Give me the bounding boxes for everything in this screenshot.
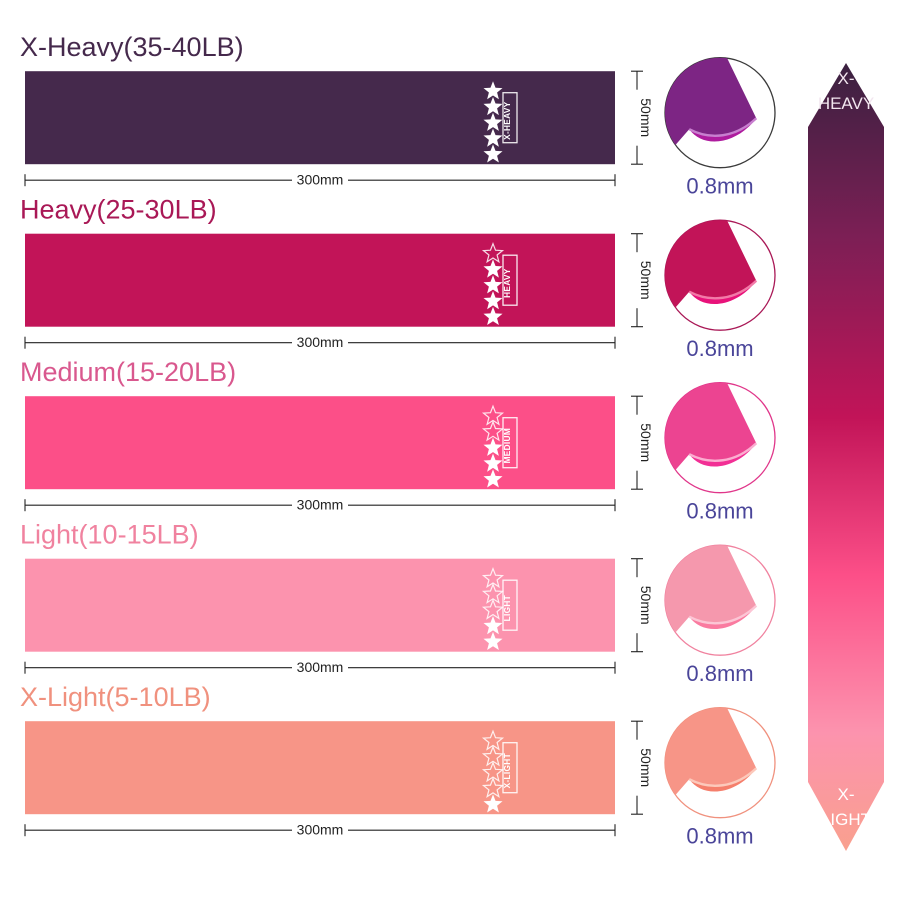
svg-text:50mm: 50mm	[638, 423, 654, 462]
svg-text:HEAVY: HEAVY	[818, 94, 874, 113]
svg-text:X-: X-	[838, 785, 855, 804]
svg-text:Medium(15-20LB): Medium(15-20LB)	[20, 357, 236, 387]
svg-text:LIGHT: LIGHT	[502, 595, 512, 621]
svg-text:50mm: 50mm	[638, 98, 654, 137]
svg-text:0.8mm: 0.8mm	[686, 174, 753, 199]
svg-text:Light(10-15LB): Light(10-15LB)	[20, 520, 199, 550]
svg-text:X-Light(5-10LB): X-Light(5-10LB)	[20, 682, 211, 712]
svg-text:X-LIGHT: X-LIGHT	[502, 753, 512, 788]
svg-text:X-Heavy(35-40LB): X-Heavy(35-40LB)	[20, 32, 244, 62]
svg-text:300mm: 300mm	[297, 497, 344, 513]
svg-text:HEAVY: HEAVY	[502, 268, 512, 298]
svg-text:300mm: 300mm	[297, 172, 344, 188]
svg-text:X-: X-	[838, 69, 855, 88]
svg-text:0.8mm: 0.8mm	[686, 499, 753, 524]
svg-text:Heavy(25-30LB): Heavy(25-30LB)	[20, 195, 217, 225]
svg-text:0.8mm: 0.8mm	[686, 661, 753, 686]
svg-text:50mm: 50mm	[638, 586, 654, 625]
svg-text:50mm: 50mm	[638, 261, 654, 300]
svg-text:50mm: 50mm	[638, 748, 654, 787]
svg-text:LIGHT: LIGHT	[821, 810, 871, 829]
svg-text:0.8mm: 0.8mm	[686, 336, 753, 361]
svg-text:MEDIUM: MEDIUM	[502, 428, 512, 463]
svg-text:300mm: 300mm	[297, 334, 344, 350]
svg-text:300mm: 300mm	[297, 822, 344, 838]
svg-text:X-HEAVY: X-HEAVY	[502, 101, 512, 140]
svg-text:300mm: 300mm	[297, 659, 344, 675]
svg-text:0.8mm: 0.8mm	[686, 824, 753, 849]
